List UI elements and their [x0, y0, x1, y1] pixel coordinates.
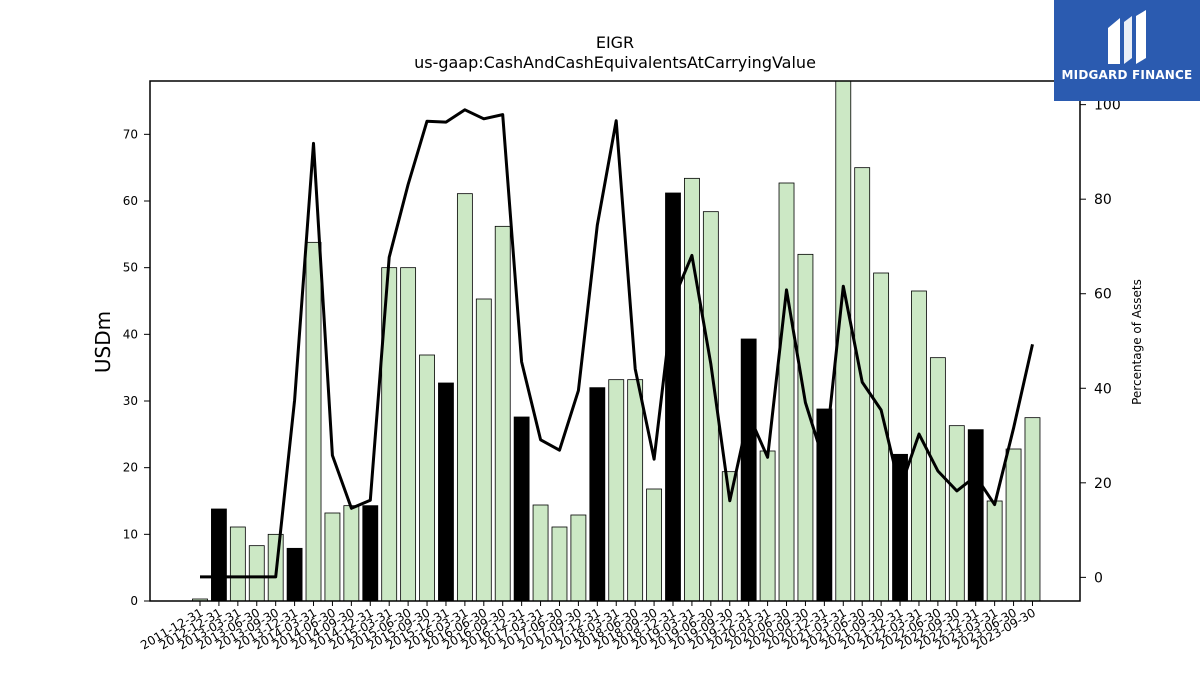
y-tick-label: 20 — [123, 461, 138, 475]
bar — [759, 450, 776, 602]
bar — [948, 425, 965, 602]
bar — [419, 354, 435, 602]
bar — [967, 429, 984, 602]
bars — [192, 80, 1041, 602]
bar — [1005, 448, 1022, 602]
y-tick-label: 70 — [123, 127, 138, 141]
y-tick-label: 40 — [123, 327, 138, 341]
bar — [627, 379, 644, 602]
plot-frame — [149, 80, 1081, 602]
y-tick-label: 50 — [123, 261, 138, 275]
y-axis-right: 0 20 40 60 80 100 — [1080, 98, 1121, 586]
bar — [929, 357, 946, 602]
midgard-finance-logo: MIDGARD FINANCE — [1054, 0, 1200, 101]
bar — [684, 177, 700, 602]
y2-tick-label: 0 — [1094, 570, 1103, 586]
bar — [532, 504, 549, 602]
bar — [248, 545, 265, 602]
y2-tick-label: 80 — [1094, 192, 1112, 208]
y-tick-label: 60 — [123, 194, 138, 208]
series-line — [200, 108, 1034, 579]
y2-tick-label: 40 — [1094, 381, 1112, 397]
bar — [286, 547, 303, 602]
bar — [362, 505, 379, 602]
y-tick-label: 30 — [123, 394, 138, 408]
bar — [456, 193, 473, 602]
x-axis: 2011-12-312012-12-312013-03-312013-06-30… — [138, 601, 1038, 652]
bar — [513, 416, 530, 602]
midgard-logo-icon — [1108, 10, 1146, 64]
bar — [229, 526, 246, 602]
bar — [665, 192, 681, 602]
bar — [608, 379, 625, 602]
bar — [646, 488, 662, 602]
logo-text: MIDGARD FINANCE — [1061, 68, 1193, 82]
y-axis-label: USDm — [91, 311, 115, 373]
bar — [494, 225, 511, 602]
y2-tick-label: 20 — [1094, 476, 1112, 492]
y-tick-label: 0 — [130, 594, 138, 608]
bar — [1024, 417, 1041, 602]
y2-tick-label: 100 — [1094, 98, 1121, 114]
bar — [778, 182, 795, 602]
bar — [305, 241, 322, 602]
bar — [797, 253, 814, 602]
bar — [475, 298, 492, 602]
y2-axis-label: Percentage of Assets — [1130, 279, 1144, 405]
bar — [551, 526, 568, 602]
chart-subtitle: us-gaap:CashAndCashEquivalentsAtCarrying… — [414, 53, 816, 72]
bar — [986, 500, 1003, 602]
bar — [438, 382, 454, 602]
chart-title: EIGR — [596, 33, 634, 52]
bar — [570, 514, 587, 602]
bar — [343, 505, 360, 602]
bar — [740, 338, 757, 602]
y2-tick-label: 60 — [1094, 287, 1112, 303]
bar — [211, 508, 227, 602]
bar — [589, 387, 606, 602]
bar — [400, 267, 417, 602]
y-tick-label: 10 — [123, 527, 138, 541]
y-axis-left: 0 10 20 30 40 50 60 70 — [123, 127, 150, 608]
bar — [324, 512, 341, 602]
bar — [816, 408, 833, 602]
